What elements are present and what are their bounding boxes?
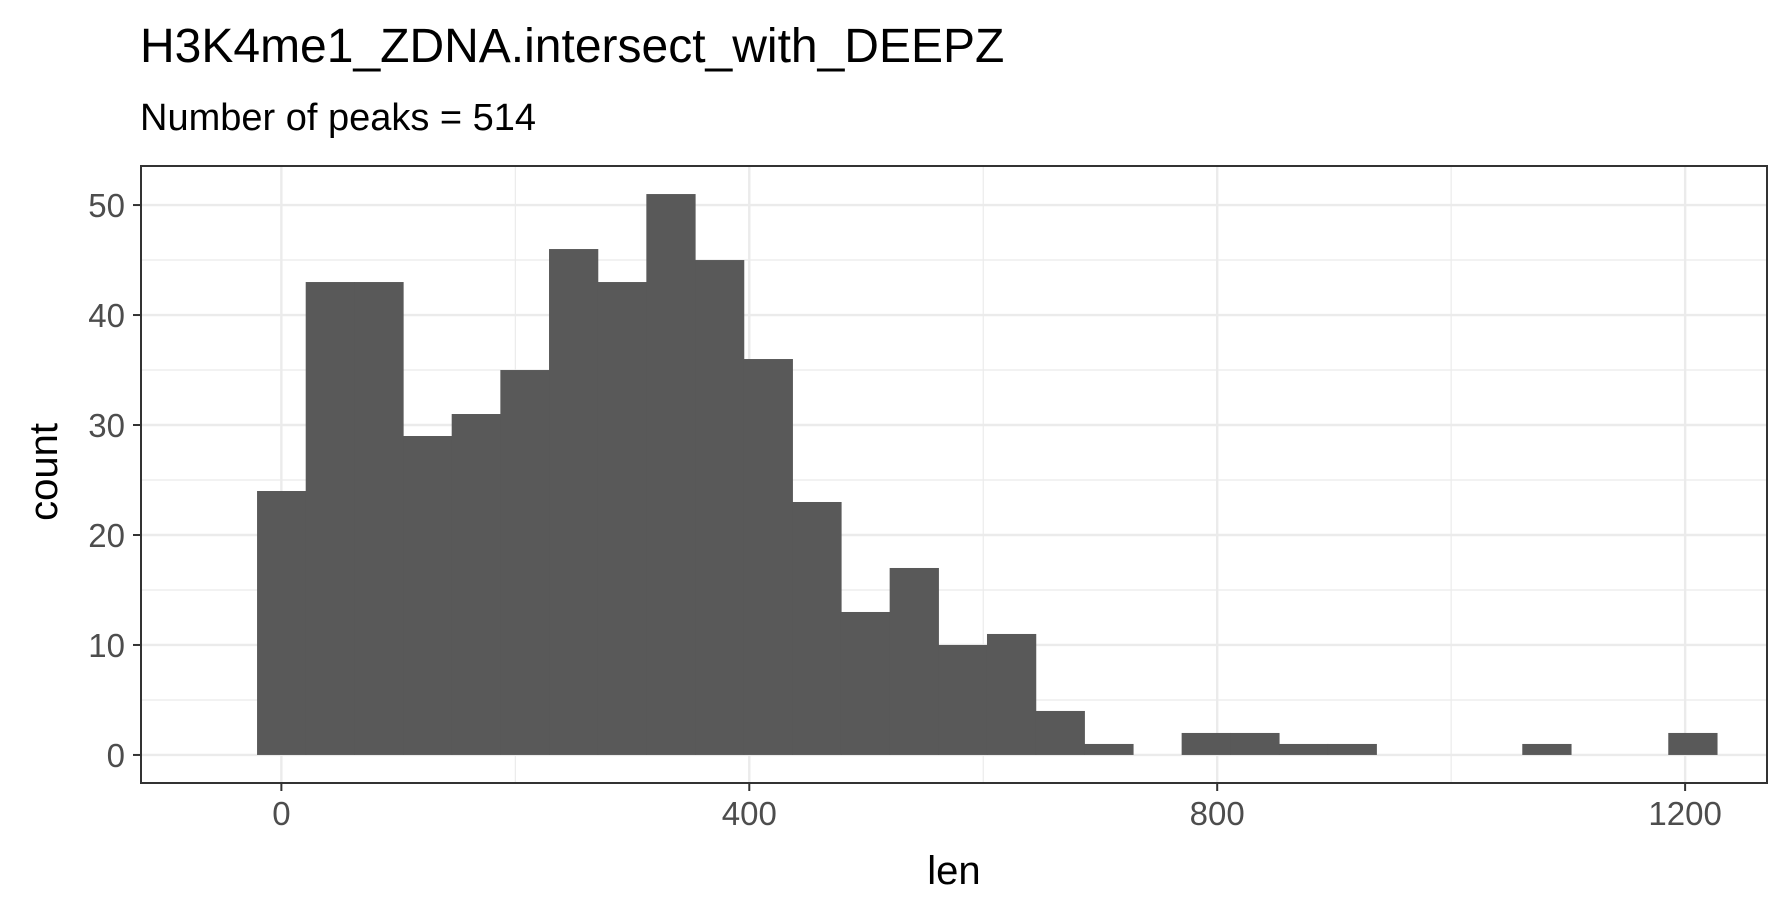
y-tick-label: 20: [88, 517, 125, 554]
x-tick-label: 1200: [1648, 795, 1721, 832]
histogram-bar: [1278, 743, 1329, 755]
histogram-bar: [1181, 732, 1231, 755]
chart-subtitle: Number of peaks = 514: [140, 97, 536, 139]
histogram-bar: [549, 249, 599, 755]
histogram-bar: [500, 370, 550, 755]
histogram-bar: [1035, 710, 1085, 755]
y-tick-label: 30: [88, 407, 125, 444]
histogram-bar: [1522, 743, 1572, 755]
y-axis-ticks: 0 10 20 30 40 50: [88, 187, 141, 774]
histogram-bar: [986, 633, 1037, 755]
y-tick-label: 50: [88, 187, 125, 224]
x-tick-label: 800: [1190, 795, 1245, 832]
histogram-bars: [257, 194, 1718, 755]
y-axis-title: count: [22, 423, 66, 521]
y-tick-label: 10: [88, 627, 125, 664]
histogram-bar: [1668, 732, 1718, 755]
histogram-bar: [403, 436, 453, 755]
histogram-bar: [597, 282, 647, 755]
histogram-bar: [257, 490, 307, 755]
histogram-bar: [938, 644, 988, 755]
histogram-bar: [354, 282, 404, 755]
histogram-bar: [840, 611, 891, 755]
histogram-bar: [889, 567, 939, 755]
histogram-bar: [305, 282, 355, 755]
histogram-bar: [792, 501, 842, 755]
x-tick-label: 0: [272, 795, 290, 832]
histogram-bar: [646, 194, 696, 755]
y-tick-label: 0: [107, 737, 125, 774]
x-tick-label: 400: [722, 795, 777, 832]
chart-title: H3K4me1_ZDNA.intersect_with_DEEPZ: [140, 20, 1004, 73]
histogram-bar: [695, 260, 745, 755]
histogram-bar: [451, 414, 501, 755]
histogram-bar: [1327, 743, 1377, 755]
histogram-bar: [1084, 743, 1134, 755]
panel-border: [140, 165, 1768, 784]
x-axis-ticks: 0 400 800 1200: [272, 783, 1722, 832]
histogram-bar: [1230, 732, 1280, 755]
y-tick-label: 40: [88, 297, 125, 334]
histogram-bar: [743, 359, 793, 755]
x-axis-title: len: [927, 849, 980, 893]
